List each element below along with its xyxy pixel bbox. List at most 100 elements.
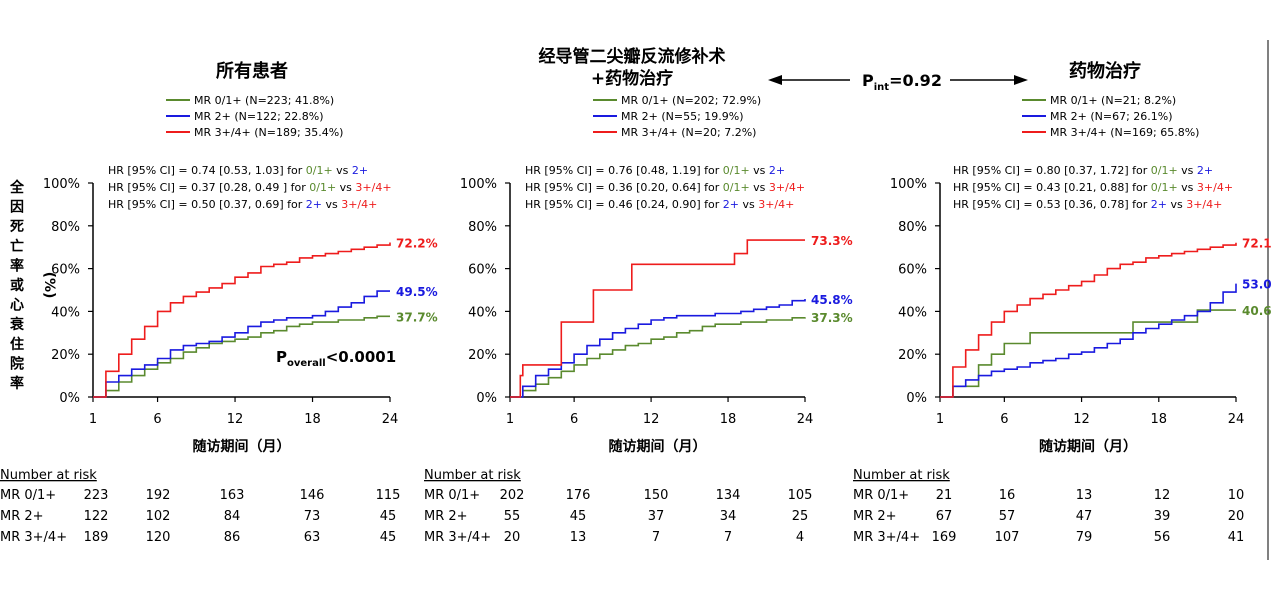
risk-table-title: Number at risk	[853, 468, 950, 483]
y-axis-title-char: 心	[10, 298, 24, 314]
risk-count: 7	[652, 530, 660, 545]
risk-count: 102	[146, 509, 171, 524]
km-curve-mr-0-1-	[940, 309, 1236, 398]
risk-row-label: MR 2+	[853, 509, 897, 524]
risk-count: 55	[504, 509, 521, 524]
risk-row-label: MR 0/1+	[0, 488, 56, 503]
hazard-ratio-text: HR [95% CI] = 0.43 [0.21, 0.88] for 0/1+…	[953, 181, 1233, 194]
x-tick-label: 24	[1228, 412, 1245, 427]
y-axis-title-char: 率	[10, 257, 24, 274]
km-curve-mr-3-4-	[93, 242, 391, 398]
p-int-text: Pint=0.92	[862, 71, 942, 93]
y-axis-title-char: 亡	[10, 238, 24, 255]
risk-count: 47	[1076, 509, 1093, 524]
risk-count: 86	[224, 530, 241, 545]
km-curve-mr-0-1-	[510, 317, 806, 398]
y-tick-label: 80%	[468, 220, 497, 235]
risk-count: 20	[504, 530, 521, 545]
legend-entry: MR 2+ (N=55; 19.9%)	[621, 110, 744, 123]
y-tick-label: 40%	[51, 305, 80, 320]
hazard-ratio-text: HR [95% CI] = 0.50 [0.37, 0.69] for 2+ v…	[108, 198, 377, 211]
risk-count: 67	[936, 509, 953, 524]
x-tick-label: 18	[304, 412, 321, 427]
y-tick-label: 80%	[51, 220, 80, 235]
risk-row-label: MR 0/1+	[424, 488, 480, 503]
legend-entry: MR 0/1+ (N=202; 72.9%)	[621, 94, 761, 107]
hazard-ratio-text: HR [95% CI] = 0.76 [0.48, 1.19] for 0/1+…	[525, 164, 785, 177]
y-tick-label: 20%	[468, 348, 497, 363]
risk-count: 39	[1154, 509, 1171, 524]
risk-count: 12	[1154, 488, 1171, 503]
x-tick-label: 6	[153, 412, 161, 427]
risk-count: 4	[796, 530, 804, 545]
risk-count: 45	[570, 509, 587, 524]
y-axis-title-char: 全	[9, 179, 25, 196]
risk-count: 192	[146, 488, 171, 503]
risk-count: 13	[570, 530, 587, 545]
risk-count: 21	[936, 488, 953, 503]
end-value-label: 73.3%	[811, 234, 853, 248]
x-tick-label: 1	[89, 412, 97, 427]
hazard-ratio-text: HR [95% CI] = 0.46 [0.24, 0.90] for 2+ v…	[525, 198, 794, 211]
y-tick-label: 40%	[898, 305, 927, 320]
risk-count: 63	[304, 530, 321, 545]
risk-count: 105	[788, 488, 813, 503]
x-tick-label: 24	[797, 412, 814, 427]
panel-title: 所有患者	[216, 60, 288, 82]
p-int-annotation: Pint=0.92	[768, 71, 1028, 93]
km-curve-mr-3-4-	[510, 239, 805, 398]
risk-count: 146	[300, 488, 325, 503]
risk-count: 13	[1076, 488, 1093, 503]
risk-row-label: MR 2+	[0, 509, 44, 524]
y-axis-title-char: 率	[10, 375, 24, 392]
x-tick-label: 1	[936, 412, 944, 427]
right-arrow-icon	[1014, 75, 1028, 85]
risk-count: 45	[380, 530, 397, 545]
risk-count: 73	[304, 509, 321, 524]
risk-count: 120	[146, 530, 171, 545]
y-tick-label: 20%	[898, 348, 927, 363]
hazard-ratio-text: HR [95% CI] = 0.37 [0.28, 0.49 ] for 0/1…	[108, 181, 392, 194]
risk-count: 57	[999, 509, 1016, 524]
x-tick-label: 6	[570, 412, 578, 427]
km-curve-mr-3-4-	[940, 242, 1237, 398]
y-axis-unit: (%)	[41, 272, 57, 299]
panel-title: 药物治疗	[1069, 60, 1141, 82]
x-tick-label: 12	[227, 412, 244, 427]
risk-count: 20	[1228, 509, 1245, 524]
risk-count: 37	[648, 509, 665, 524]
risk-count: 7	[724, 530, 732, 545]
end-value-label: 37.7%	[396, 310, 438, 324]
hazard-ratio-text: HR [95% CI] = 0.74 [0.53, 1.03] for 0/1+…	[108, 164, 368, 177]
x-tick-label: 12	[643, 412, 660, 427]
hazard-ratio-text: HR [95% CI] = 0.80 [0.37, 1.72] for 0/1+…	[953, 164, 1213, 177]
left-arrow-icon	[768, 75, 782, 85]
end-value-label: 40.6%	[1242, 304, 1271, 318]
risk-count: 122	[84, 509, 109, 524]
y-axis-title-char: 死	[9, 219, 24, 235]
risk-table-title: Number at risk	[0, 468, 97, 483]
risk-count: 56	[1154, 530, 1171, 545]
km-curve-mr-2-	[940, 283, 1237, 398]
km-curve-mr-2-	[510, 299, 806, 398]
y-tick-label: 60%	[468, 263, 497, 278]
risk-count: 150	[644, 488, 669, 503]
x-tick-label: 12	[1073, 412, 1090, 427]
risk-row-label: MR 2+	[424, 509, 468, 524]
x-tick-label: 24	[382, 412, 399, 427]
legend-entry: MR 3+/4+ (N=169; 65.8%)	[1050, 126, 1199, 139]
y-tick-label: 100%	[890, 177, 927, 192]
risk-count: 202	[500, 488, 525, 503]
risk-count: 107	[995, 530, 1020, 545]
km-curve-mr-0-1-	[93, 315, 390, 398]
y-tick-label: 0%	[59, 391, 80, 406]
risk-count: 84	[224, 509, 241, 524]
x-axis-title: 随访期间（月）	[1039, 438, 1137, 455]
panel-gdmt: 药物治疗 MR 0/1+ (N=21; 8.2%) MR 2+ (N=67; 26.…	[853, 60, 1271, 545]
y-axis-title-char: 住	[10, 336, 24, 353]
x-tick-label: 1	[506, 412, 514, 427]
y-axis-title-char: 或	[10, 277, 24, 294]
legend-entry: MR 0/1+ (N=21; 8.2%)	[1050, 94, 1176, 107]
risk-count: 189	[84, 530, 109, 545]
